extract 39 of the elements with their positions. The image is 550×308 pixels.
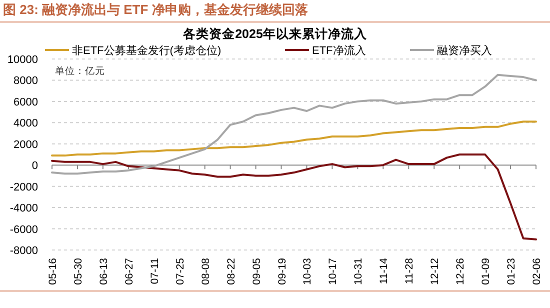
x-tick-label: 12-26	[454, 258, 467, 285]
chart-title: 图 23: 融资净流出与 ETF 净申购，基金发行继续回落	[3, 2, 309, 17]
x-tick-label: 07-25	[174, 258, 186, 285]
x-tick-label: 11-14	[378, 258, 390, 284]
y-tick-label: 6000	[14, 96, 38, 108]
x-tick-label: 02-06	[531, 258, 543, 285]
x-tick-label: 09-19	[276, 258, 288, 285]
x-tick-label: 08-22	[225, 258, 238, 285]
x-tick-label: 08-08	[200, 258, 212, 285]
x-tick-label: 06-27	[123, 258, 136, 285]
x-tick-label: 07-11	[148, 258, 161, 284]
legend-label: 融资净买入	[437, 44, 492, 57]
x-tick-label: 12-12	[429, 258, 442, 285]
y-tick-label: -6000	[10, 224, 38, 236]
legend-label: ETF净流入	[312, 44, 366, 57]
y-tick-label: -4000	[10, 202, 38, 215]
chart-subtitle: 各类资金2025年以来累计净流入	[182, 26, 368, 41]
y-tick-label: 8000	[14, 75, 38, 88]
y-tick-label: 2000	[14, 138, 38, 151]
x-tick-label: 09-05	[250, 258, 263, 285]
y-tick-label: -2000	[10, 181, 38, 194]
x-tick-label: 05-30	[72, 258, 84, 285]
x-tick-label: 10-17	[327, 258, 340, 285]
x-tick-label: 01-09	[480, 258, 492, 285]
line-series	[51, 74, 537, 175]
y-tick-label: -8000	[10, 245, 38, 257]
x-tick-label: 10-03	[302, 258, 314, 285]
x-tick-label: 01-23	[506, 258, 518, 285]
x-tick-label: 06-13	[98, 258, 110, 285]
y-tick-label: 10000	[7, 54, 38, 66]
legend-label: 非ETF公募基金发行(考虑仓位)	[72, 44, 222, 57]
line-series	[51, 120, 537, 157]
y-tick-label: 0	[32, 160, 38, 172]
y-tick-label: 4000	[14, 118, 38, 130]
line-series	[51, 154, 537, 240]
x-tick-label: 05-16	[47, 258, 59, 285]
x-tick-label: 10-31	[352, 258, 365, 285]
x-tick-label: 11-28	[404, 258, 416, 284]
annotation: 单位：亿元	[55, 65, 105, 77]
